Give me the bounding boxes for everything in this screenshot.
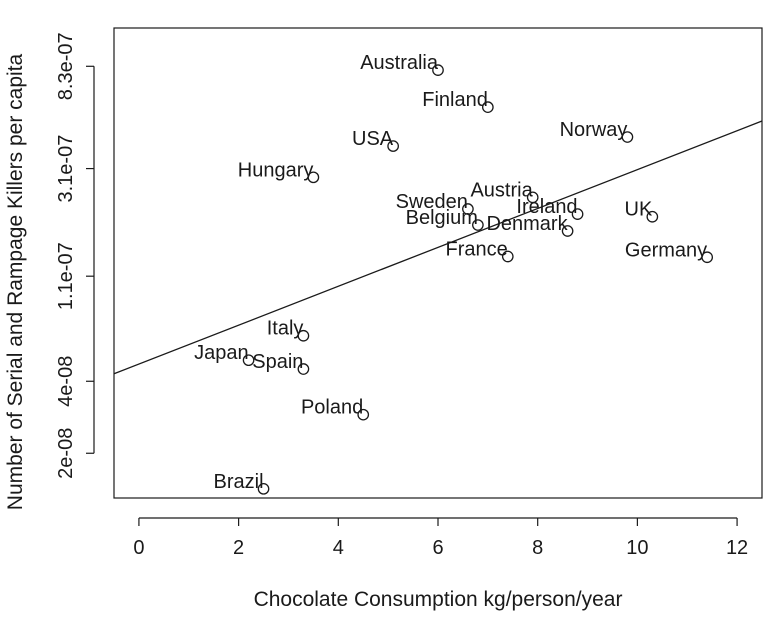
point-label: Italy xyxy=(267,318,304,340)
x-tick-label: 10 xyxy=(626,537,648,559)
point-label: Denmark xyxy=(486,213,568,235)
x-tick-label: 12 xyxy=(726,537,748,559)
point-label: Australia xyxy=(360,52,439,74)
data-point xyxy=(561,225,574,237)
y-tick-label: 4e-08 xyxy=(55,356,77,407)
point-label: Finland xyxy=(422,89,488,111)
data-point xyxy=(701,251,714,264)
y-tick-label: 8.3e-07 xyxy=(55,32,77,100)
data-point xyxy=(481,101,494,114)
point-label: Brazil xyxy=(214,471,264,493)
data-point xyxy=(307,171,320,184)
point-label: Japan xyxy=(194,342,249,364)
x-tick-label: 4 xyxy=(333,537,344,559)
point-label: Spain xyxy=(252,351,303,373)
data-point xyxy=(621,131,634,143)
y-axis-label: Number of Serial and Rampage Killers per… xyxy=(4,53,27,510)
data-point xyxy=(501,250,514,263)
trendline-layer xyxy=(113,120,763,375)
plot-frame xyxy=(113,27,763,499)
y-axis: 2e-08 4e-08 1.1e-07 3.1e-07 8.3e-07 xyxy=(55,32,95,479)
x-tick-label: 8 xyxy=(532,537,543,559)
data-point xyxy=(297,329,310,342)
point-label: Poland xyxy=(301,397,363,419)
x-tick-label: 6 xyxy=(432,537,443,559)
point-label: Austria xyxy=(470,179,533,201)
point-label: Hungary xyxy=(238,159,314,181)
point-label: Norway xyxy=(560,119,628,141)
x-axis: 0 2 4 6 8 10 12 xyxy=(133,517,748,559)
data-point xyxy=(462,203,474,215)
points-layer xyxy=(242,64,714,495)
point-label: Sweden xyxy=(396,191,468,213)
y-tick-label: 2e-08 xyxy=(55,428,77,479)
data-point xyxy=(242,354,255,367)
point-label: Germany xyxy=(625,239,707,261)
point-label: USA xyxy=(352,128,394,150)
trendline xyxy=(113,120,763,375)
y-tick-label: 3.1e-07 xyxy=(55,135,77,203)
point-label: Belgium xyxy=(406,207,478,229)
data-point xyxy=(571,208,584,220)
data-point xyxy=(387,140,399,152)
point-label: Ireland xyxy=(516,196,577,218)
data-point xyxy=(357,408,370,421)
data-point xyxy=(257,482,270,495)
x-axis-label: Chocolate Consumption kg/person/year xyxy=(254,588,623,611)
data-point xyxy=(472,219,484,231)
y-tick-label: 1.1e-07 xyxy=(55,242,77,310)
data-point xyxy=(297,363,310,375)
data-point xyxy=(432,64,444,76)
x-tick-label: 0 xyxy=(133,537,144,559)
data-point xyxy=(646,210,659,223)
point-label: France xyxy=(446,238,508,260)
data-point xyxy=(526,191,539,204)
point-label: UK xyxy=(625,199,653,221)
x-tick-label: 2 xyxy=(233,537,244,559)
